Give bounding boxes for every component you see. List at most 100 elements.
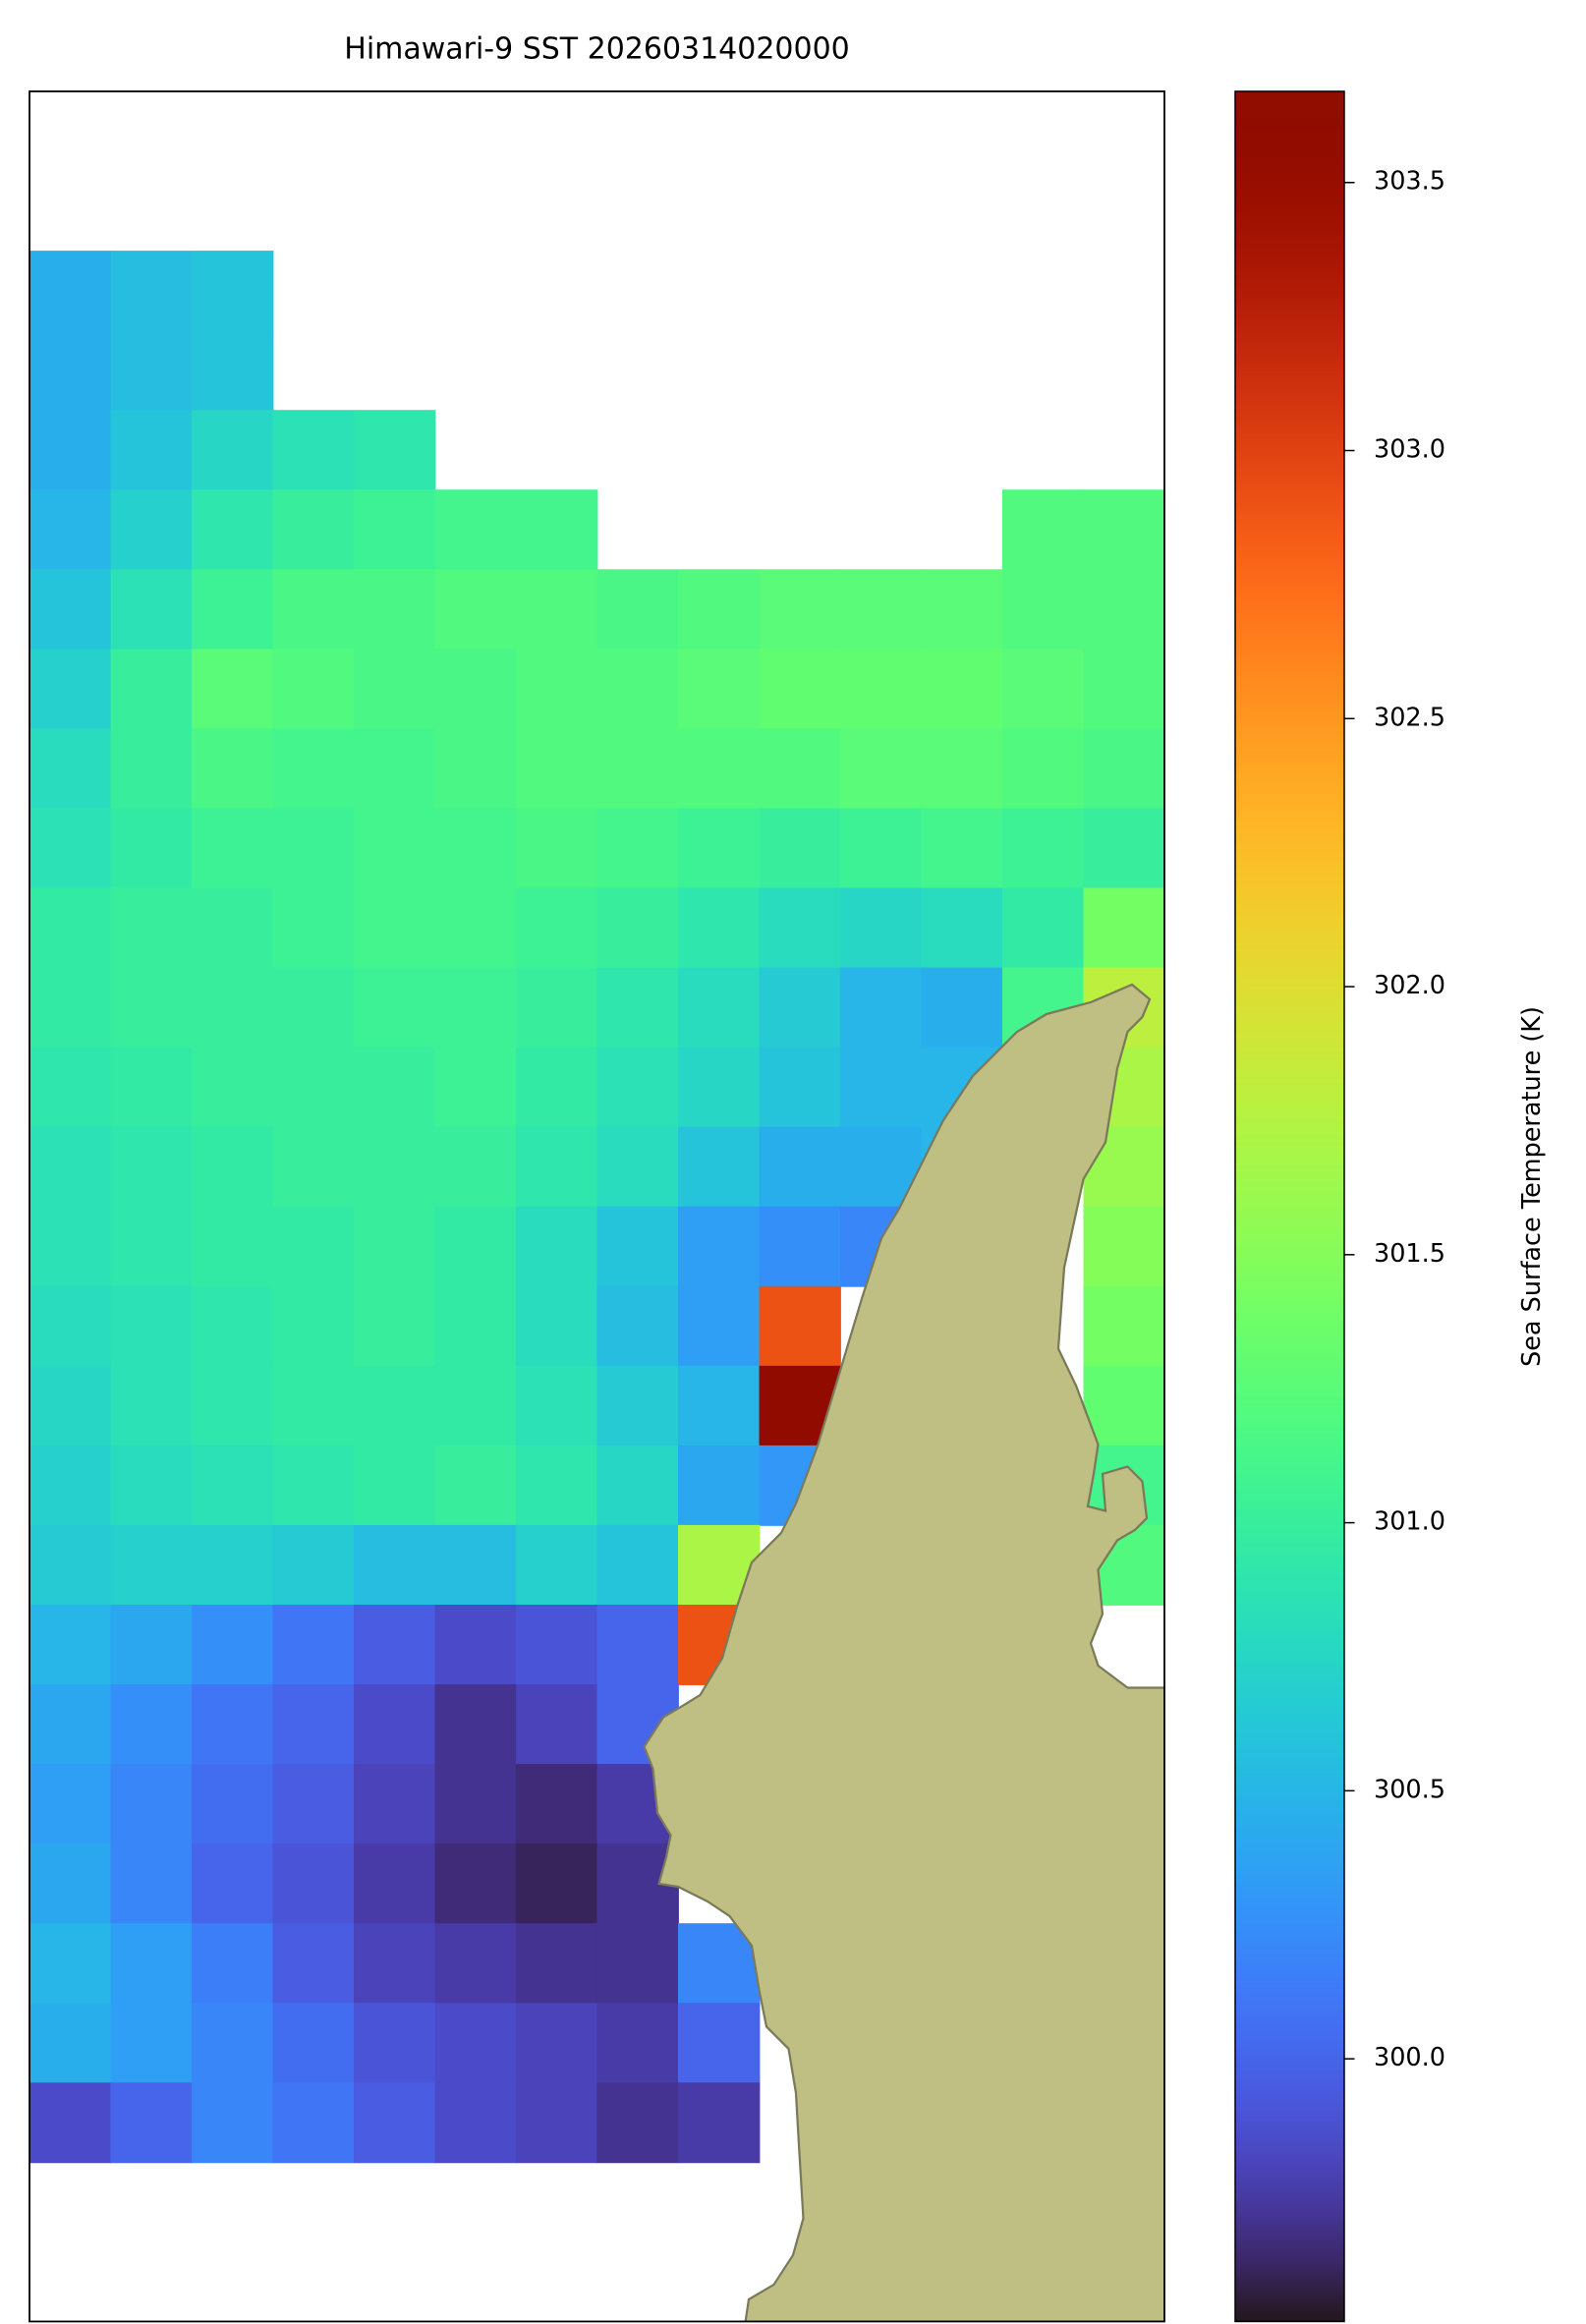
sst-cell [1083, 1365, 1164, 1446]
sst-cell [1083, 728, 1164, 810]
sst-cell [678, 649, 761, 730]
sst-cell [192, 1285, 274, 1367]
sst-cell [29, 2082, 112, 2164]
sst-cell [516, 569, 598, 651]
sst-cell [192, 1604, 274, 1685]
sst-cell [759, 887, 841, 969]
sst-cell [272, 2003, 355, 2084]
sst-cell [516, 1445, 598, 1526]
sst-cell [272, 887, 355, 969]
sst-cell [596, 1604, 679, 1685]
sst-cell [192, 251, 274, 332]
sst-cell [272, 649, 355, 730]
sst-cell [29, 1285, 112, 1367]
sst-cell [110, 649, 193, 730]
sst-cell [354, 1764, 436, 1845]
heatmap [29, 251, 1164, 2164]
sst-cell [110, 1843, 193, 1925]
sst-cell [434, 1285, 517, 1367]
sst-cell [434, 808, 517, 889]
sst-cell [110, 2082, 193, 2164]
sst-cell [921, 887, 1003, 969]
sst-cell [354, 2082, 436, 2164]
sst-cell [192, 569, 274, 651]
sst-cell [434, 887, 517, 969]
sst-cell [354, 649, 436, 730]
sst-cell [516, 1604, 598, 1685]
sst-cell [110, 2003, 193, 2084]
sst-cell [110, 251, 193, 332]
sst-cell [678, 2082, 761, 2164]
sst-cell [192, 330, 274, 412]
sst-cell [110, 330, 193, 412]
sst-cell [354, 1206, 436, 1287]
sst-cell [434, 1843, 517, 1925]
colorbar-tick-label: 303.5 [1374, 167, 1445, 197]
sst-cell [516, 808, 598, 889]
sst-cell [759, 967, 841, 1049]
sst-cell [596, 1524, 679, 1606]
sst-cell [678, 1445, 761, 1526]
land-layer [643, 983, 1164, 2322]
sst-cell [921, 728, 1003, 810]
sst-cell [192, 2003, 274, 2084]
chart-title: Himawari-9 SST 20260314020000 [344, 31, 849, 66]
sst-cell [434, 2082, 517, 2164]
sst-cell [678, 1047, 761, 1128]
sst-cell [434, 2003, 517, 2084]
sst-cell [678, 569, 761, 651]
sst-cell [354, 1365, 436, 1446]
sst-cell [434, 1923, 517, 2005]
sst-cell [29, 1764, 112, 1845]
sst-cell [921, 967, 1003, 1049]
sst-cell [759, 728, 841, 810]
sst-cell [110, 1365, 193, 1446]
sst-cell [29, 1047, 112, 1128]
sst-cell [354, 489, 436, 571]
sst-cell [192, 489, 274, 571]
sst-cell [516, 1684, 598, 1765]
sst-cell [110, 1285, 193, 1367]
sst-cell [434, 1047, 517, 1128]
sst-cell [678, 967, 761, 1049]
sst-cell [596, 649, 679, 730]
sst-cell [272, 1843, 355, 1925]
sst-cell [921, 649, 1003, 730]
sst-cell [516, 1285, 598, 1367]
sst-cell [434, 1365, 517, 1446]
sst-cell [759, 1047, 841, 1128]
sst-cell [192, 2082, 274, 2164]
sst-cell [272, 1285, 355, 1367]
sst-cell [192, 728, 274, 810]
sst-cell [29, 1206, 112, 1287]
sst-cell [596, 808, 679, 889]
sst-cell [354, 967, 436, 1049]
sst-cell [272, 489, 355, 571]
sst-cell [354, 1524, 436, 1606]
sst-cell [921, 569, 1003, 651]
sst-cell [110, 887, 193, 969]
sst-cell [516, 2003, 598, 2084]
sst-cell [354, 1604, 436, 1685]
sst-cell [839, 569, 923, 651]
sst-cell [29, 1604, 112, 1685]
sst-cell [1083, 649, 1164, 730]
sst-cell [272, 569, 355, 651]
sst-cell [110, 1764, 193, 1845]
sst-cell [434, 1445, 517, 1526]
sst-cell [29, 1445, 112, 1526]
sst-cell [434, 1604, 517, 1685]
sst-cell [192, 1524, 274, 1606]
colorbar-tick-label: 300.5 [1374, 1775, 1445, 1804]
sst-cell [516, 1047, 598, 1128]
sst-cell [29, 1126, 112, 1208]
sst-cell [354, 1843, 436, 1925]
sst-cell [110, 1684, 193, 1765]
sst-cell [29, 1923, 112, 2005]
sst-cell [29, 330, 112, 412]
sst-cell [29, 967, 112, 1049]
sst-cell [516, 728, 598, 810]
sst-cell [272, 1206, 355, 1287]
sst-cell [596, 887, 679, 969]
sst-cell [192, 1126, 274, 1208]
